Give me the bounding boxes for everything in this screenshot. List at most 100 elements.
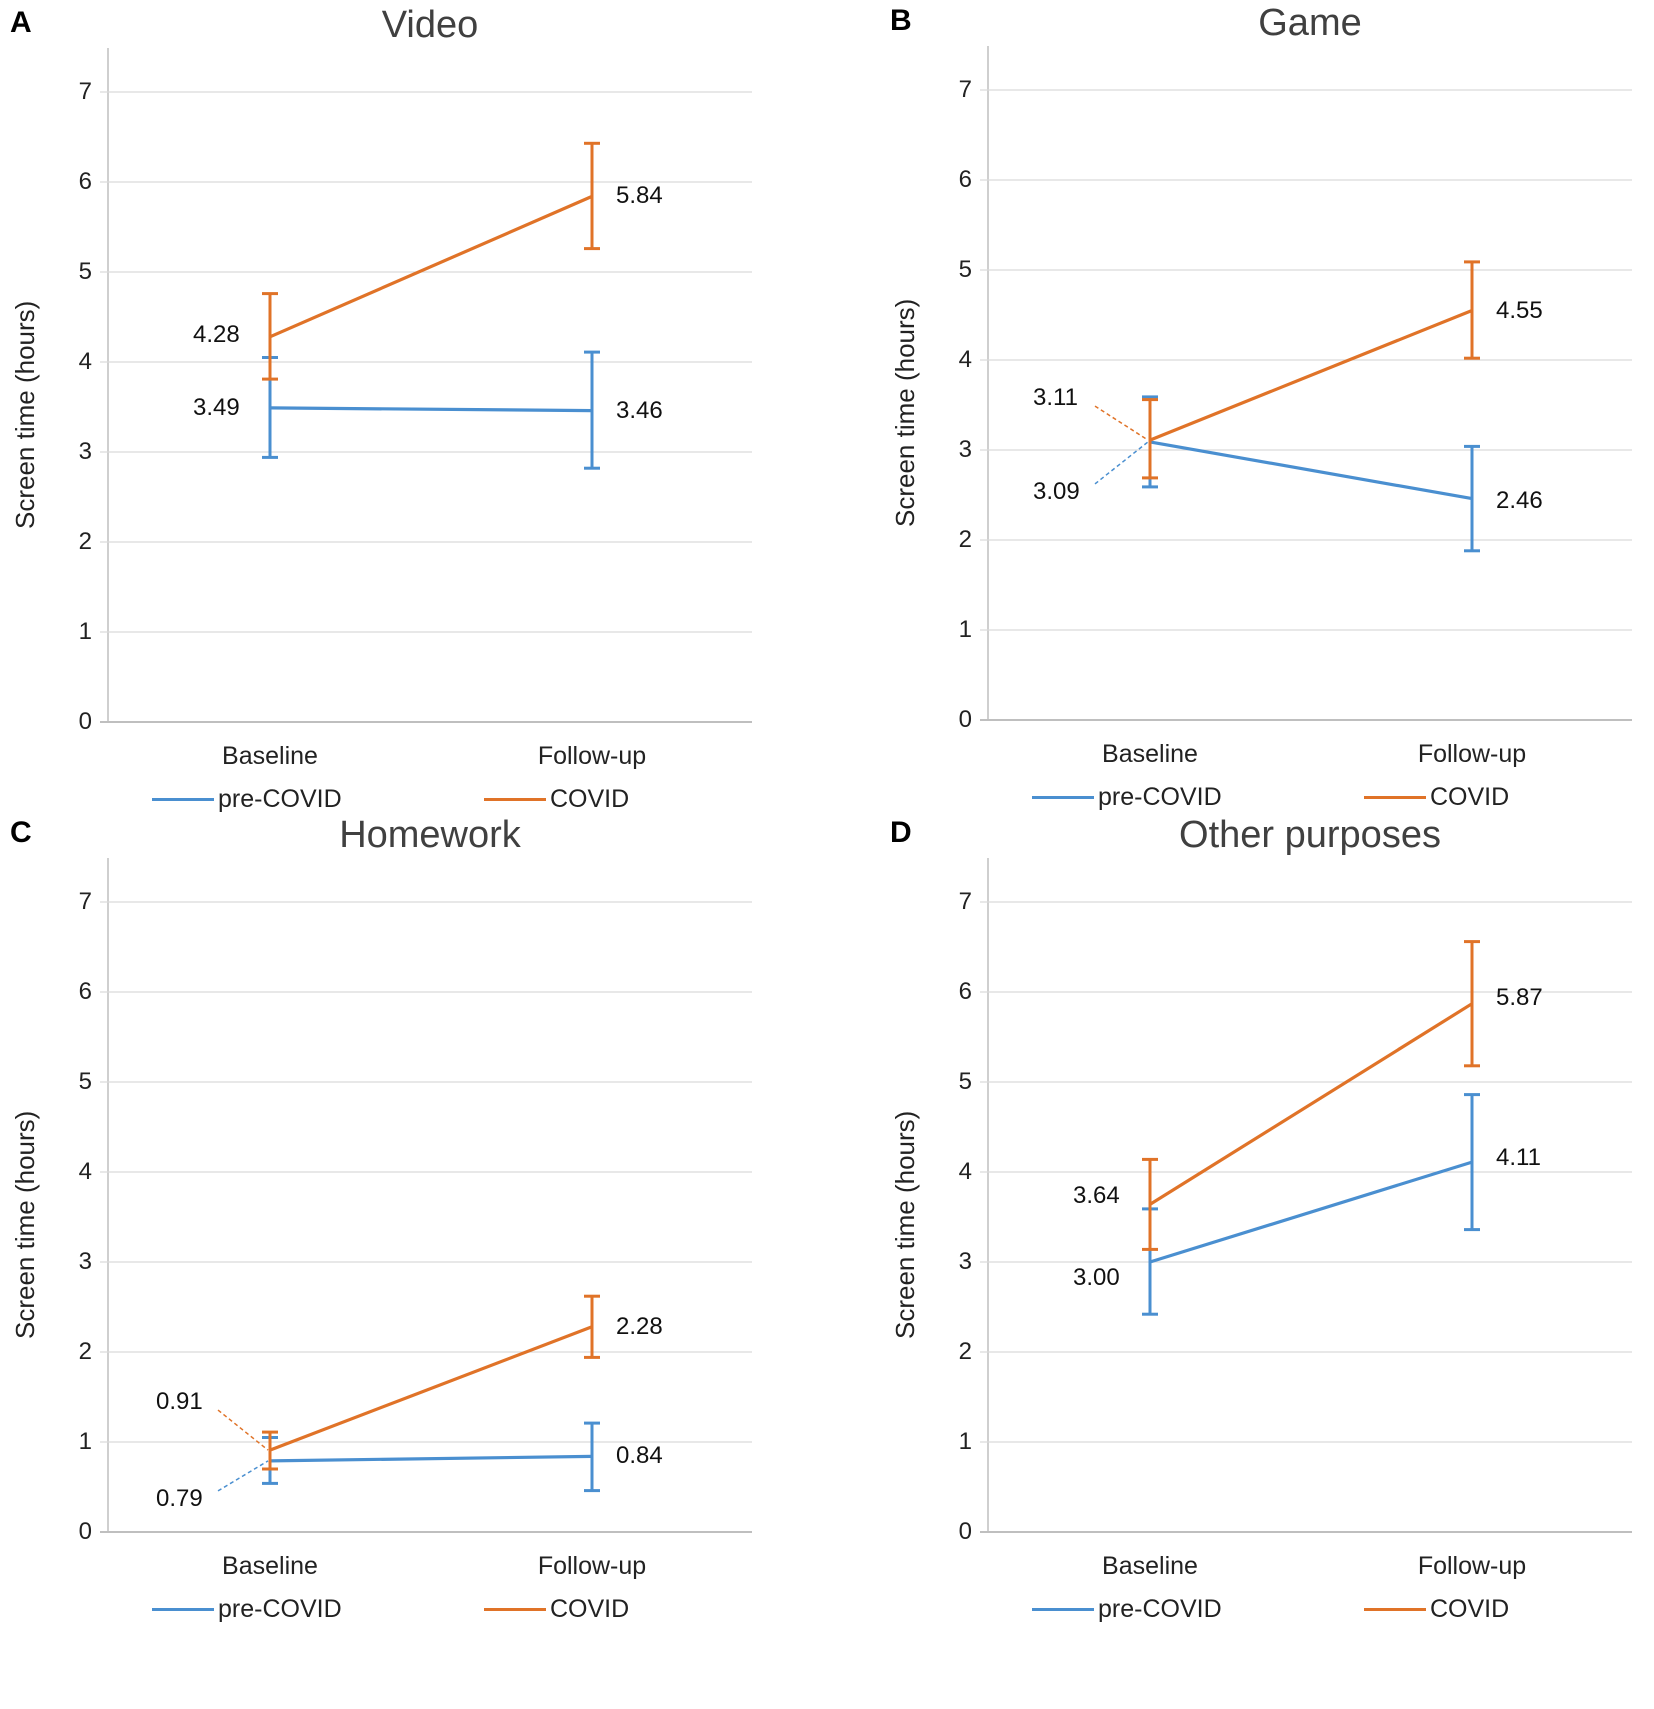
y-axis-label: Screen time (hours)	[890, 298, 920, 527]
data-label-leader	[1094, 405, 1149, 441]
data-label: 3.46	[616, 396, 663, 424]
legend-swatch	[484, 1607, 546, 1611]
x-tick-label: Follow-up	[1417, 1552, 1527, 1580]
legend-item-covid: COVID	[1364, 782, 1509, 812]
legend-label: pre-COVID	[218, 784, 342, 813]
y-tick-label: 0	[78, 708, 92, 735]
y-tick-label: 1	[958, 616, 972, 643]
data-label: 5.84	[616, 182, 663, 210]
x-tick-label: Follow-up	[537, 1552, 647, 1580]
data-label: 0.84	[616, 1442, 663, 1470]
legend-item-covid: COVID	[484, 784, 629, 814]
y-tick-label: 5	[78, 258, 92, 285]
legend-swatch	[1364, 1607, 1426, 1611]
y-tick-label: 0	[958, 1518, 972, 1545]
y-tick-label: 5	[78, 1068, 92, 1095]
panel-letter: D	[890, 816, 912, 849]
legend-item-pre-covid: pre-COVID	[152, 1594, 342, 1624]
y-axis-label: Screen time (hours)	[10, 1110, 40, 1339]
y-tick-label: 4	[78, 348, 92, 375]
legend-swatch	[1032, 1607, 1094, 1611]
y-tick-label: 3	[958, 1248, 972, 1275]
panel-letter: A	[10, 6, 32, 39]
y-tick-label: 2	[78, 528, 92, 555]
y-tick-label: 5	[958, 1068, 972, 1095]
series-line	[1149, 309, 1473, 442]
legend-item-pre-covid: pre-COVID	[152, 784, 342, 814]
y-tick-label: 5	[958, 256, 972, 283]
y-tick-label: 7	[958, 888, 972, 915]
y-tick-label: 1	[78, 1428, 92, 1455]
legend-label: pre-COVID	[218, 1594, 342, 1623]
legend-item-covid: COVID	[484, 1594, 629, 1624]
series-pre-covid	[1142, 1093, 1480, 1316]
y-tick-label: 7	[78, 888, 92, 915]
y-tick-label: 3	[78, 438, 92, 465]
legend-item-pre-covid: pre-COVID	[1032, 1594, 1222, 1624]
data-label-leader	[217, 1409, 269, 1451]
legend-item-pre-covid: pre-COVID	[1032, 782, 1222, 812]
chart-title: Homework	[339, 814, 521, 856]
chart-panel-b: B Game 0 1 2 3 4 5 6 7 Screen time (hours) Baseline…	[880, 0, 1654, 852]
chart-title: Video	[381, 4, 479, 46]
x-tick-label: Baseline	[1102, 1552, 1198, 1580]
y-tick-label: 4	[78, 1158, 92, 1185]
data-label-leader	[1094, 441, 1149, 485]
y-axis-label: Screen time (hours)	[890, 1110, 920, 1339]
plot-area	[100, 48, 752, 723]
series-covid	[262, 1294, 600, 1471]
chart-panel-a: A Video 0 1 2 3 4 5 6 7 Screen time (hours) Baselin…	[0, 0, 827, 854]
data-label: 2.46	[1496, 486, 1543, 514]
series-pre-covid	[1142, 395, 1480, 553]
data-label: 3.09	[1033, 477, 1080, 505]
y-tick-label: 6	[958, 978, 972, 1005]
series-line	[269, 406, 593, 413]
y-tick-label: 3	[958, 436, 972, 463]
legend-label: COVID	[550, 1594, 630, 1623]
series-line	[269, 194, 593, 339]
series-covid	[1142, 260, 1480, 480]
y-tick-label: 1	[78, 618, 92, 645]
data-label: 0.79	[156, 1484, 203, 1512]
legend-swatch	[1364, 795, 1426, 799]
x-tick-label: Baseline	[222, 742, 318, 770]
chart-panel-d: D Other purposes 0 1 2 3 4 5 6 7 Screen time (hour…	[880, 810, 1654, 1664]
legend-label: pre-COVID	[1098, 1594, 1222, 1623]
plot-area	[100, 858, 752, 1533]
legend-swatch	[152, 1607, 214, 1611]
series-line	[269, 1325, 593, 1452]
legend-swatch	[484, 797, 546, 801]
y-tick-label: 4	[958, 1158, 972, 1185]
y-tick-label: 7	[78, 78, 92, 105]
x-tick-label: Follow-up	[537, 742, 647, 770]
panel-letter: B	[890, 4, 912, 37]
series-line	[1149, 1002, 1473, 1206]
chart-title: Game	[1258, 2, 1362, 44]
data-label: 4.28	[193, 320, 240, 348]
series-covid	[262, 141, 600, 381]
x-tick-label: Baseline	[1102, 740, 1198, 768]
chart-title: Other purposes	[1179, 814, 1441, 856]
y-tick-label: 7	[958, 76, 972, 103]
series-line	[269, 1454, 593, 1463]
data-label: 3.00	[1073, 1264, 1120, 1291]
legend-swatch	[152, 797, 214, 801]
data-label: 4.55	[1496, 296, 1543, 324]
data-label: 0.91	[156, 1388, 203, 1416]
data-label: 3.64	[1073, 1182, 1120, 1210]
legend-swatch	[1032, 795, 1094, 799]
data-label: 4.11	[1496, 1144, 1541, 1172]
series-line	[1149, 440, 1473, 501]
series-line	[1149, 1160, 1473, 1264]
legend-item-covid: COVID	[1364, 1594, 1509, 1624]
y-tick-label: 0	[78, 1518, 92, 1545]
y-tick-label: 6	[78, 168, 92, 195]
y-tick-label: 2	[958, 526, 972, 553]
panel-letter: C	[10, 816, 32, 849]
x-tick-label: Follow-up	[1417, 740, 1527, 768]
data-label-leader	[217, 1460, 269, 1492]
chart-panel-c: C Homework 0 1 2 3 4 5 6 7 Screen time (hours) Base…	[0, 810, 827, 1664]
series-pre-covid	[262, 350, 600, 470]
y-tick-label: 6	[78, 978, 92, 1005]
y-tick-label: 2	[958, 1338, 972, 1365]
